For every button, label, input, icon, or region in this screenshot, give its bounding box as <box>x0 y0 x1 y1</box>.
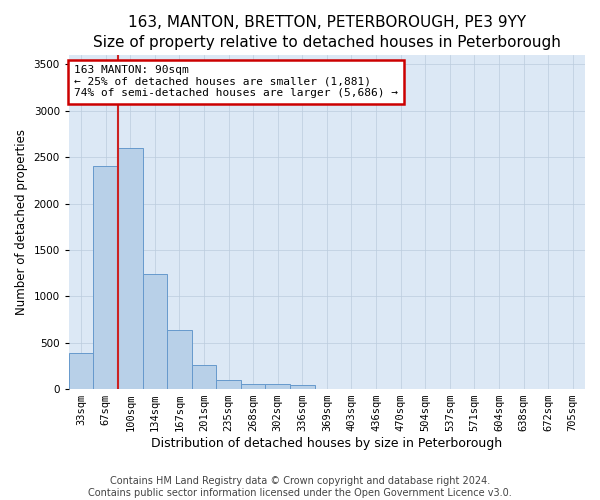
Bar <box>167 330 192 389</box>
Bar <box>94 166 118 389</box>
Bar <box>192 365 217 389</box>
Bar <box>217 380 241 389</box>
Bar <box>143 274 167 389</box>
Bar <box>241 384 265 389</box>
Bar <box>290 386 314 389</box>
Y-axis label: Number of detached properties: Number of detached properties <box>15 129 28 315</box>
Title: 163, MANTON, BRETTON, PETERBOROUGH, PE3 9YY
Size of property relative to detache: 163, MANTON, BRETTON, PETERBOROUGH, PE3 … <box>93 15 561 50</box>
Text: Contains HM Land Registry data © Crown copyright and database right 2024.
Contai: Contains HM Land Registry data © Crown c… <box>88 476 512 498</box>
Text: 163 MANTON: 90sqm
← 25% of detached houses are smaller (1,881)
74% of semi-detac: 163 MANTON: 90sqm ← 25% of detached hous… <box>74 65 398 98</box>
X-axis label: Distribution of detached houses by size in Peterborough: Distribution of detached houses by size … <box>151 437 502 450</box>
Bar <box>265 384 290 389</box>
Bar <box>69 353 94 389</box>
Bar <box>118 148 143 389</box>
